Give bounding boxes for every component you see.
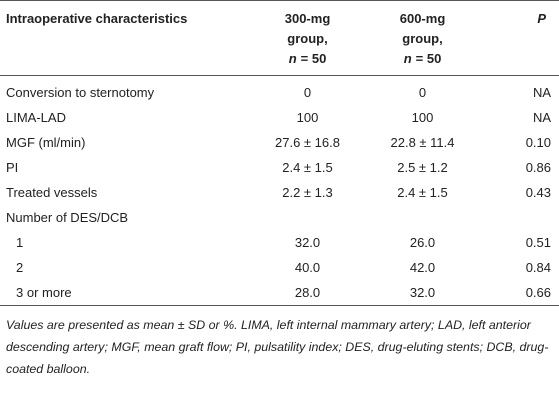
cell: 32.0 xyxy=(409,285,436,300)
table-row: Conversion to sternotomy 0 0 NA xyxy=(0,76,559,106)
table-row: LIMA-LAD 100 100 NA xyxy=(0,105,559,130)
header-text: group, xyxy=(287,31,328,46)
header-n: n xyxy=(288,51,297,66)
row-label: Treated vessels xyxy=(6,185,98,200)
header-text: 300-mg xyxy=(284,11,331,26)
cell: 100 xyxy=(411,110,434,125)
table-row: 3 or more 28.0 32.0 0.66 xyxy=(0,280,559,306)
table-row: MGF (ml/min) 27.6 ± 16.8 22.8 ± 11.4 0.10 xyxy=(0,130,559,155)
cell: 0.66 xyxy=(525,285,551,300)
row-label: PI xyxy=(6,160,19,175)
header-cell: 300-mg group, n = 50 xyxy=(255,1,360,76)
row-label: Number of DES/DCB xyxy=(6,210,129,225)
header-text: group, xyxy=(402,31,443,46)
cell: 2.2 ± 1.3 xyxy=(282,185,333,200)
header-cell: 600-mg group, n = 50 xyxy=(360,1,485,76)
table-row: Number of DES/DCB xyxy=(0,205,559,230)
row-label: LIMA-LAD xyxy=(6,110,66,125)
footnote: Values are presented as mean ± SD or %. … xyxy=(6,318,549,376)
row-label: 1 xyxy=(16,235,24,250)
cell: 0 xyxy=(418,85,427,100)
cell: 2.4 ± 1.5 xyxy=(282,160,333,175)
cell xyxy=(360,205,485,230)
cell: 28.0 xyxy=(294,285,321,300)
cell: 0.84 xyxy=(525,260,551,275)
header-row: Intraoperative characteristics 300-mg grou… xyxy=(0,0,559,76)
header-n: n xyxy=(403,51,412,66)
cell xyxy=(485,205,559,230)
row-label: MGF (ml/min) xyxy=(6,135,86,150)
table-body: Conversion to sternotomy 0 0 NA LIMA-LAD 100 1… xyxy=(0,76,559,306)
cell: 2.5 ± 1.2 xyxy=(397,160,448,175)
cell: 40.0 xyxy=(294,260,321,275)
cell: 42.0 xyxy=(409,260,436,275)
table-row: 2 40.0 42.0 0.84 xyxy=(0,255,559,280)
header-n-value: = 50 xyxy=(300,51,327,66)
cell xyxy=(255,205,360,230)
header-text: 600-mg xyxy=(399,11,446,26)
cell: 0.43 xyxy=(525,185,551,200)
cell: 0.86 xyxy=(525,160,551,175)
cell: 0 xyxy=(303,85,312,100)
cell: NA xyxy=(532,110,551,125)
cell: 2.4 ± 1.5 xyxy=(397,185,448,200)
header-n-line: n = 50 xyxy=(360,49,485,69)
row-label: 3 or more xyxy=(16,285,72,300)
table-header: Intraoperative characteristics 300-mg grou… xyxy=(0,0,559,76)
cell: NA xyxy=(532,85,551,100)
cell: 26.0 xyxy=(409,235,436,250)
cell: 22.8 ± 11.4 xyxy=(390,135,455,150)
table-row: Treated vessels 2.2 ± 1.3 2.4 ± 1.5 0.43 xyxy=(0,180,559,205)
header-text: Intraoperative characteristics xyxy=(6,11,188,26)
table: Intraoperative characteristics 300-mg grou… xyxy=(0,0,559,306)
cell: 0.10 xyxy=(525,135,551,150)
header-text: P xyxy=(537,11,546,26)
cell: 32.0 xyxy=(294,235,321,250)
row-label: Conversion to sternotomy xyxy=(6,85,155,100)
table-row: 1 32.0 26.0 0.51 xyxy=(0,230,559,255)
header-n-line: n = 50 xyxy=(255,49,360,69)
cell: 0.51 xyxy=(525,235,551,250)
header-cell: Intraoperative characteristics xyxy=(0,1,255,76)
cell: 100 xyxy=(296,110,319,125)
cell: 27.6 ± 16.8 xyxy=(275,135,340,150)
header-cell: P xyxy=(485,1,559,76)
table-row: PI 2.4 ± 1.5 2.5 ± 1.2 0.86 xyxy=(0,155,559,180)
row-label: 2 xyxy=(16,260,24,275)
header-n-value: = 50 xyxy=(415,51,442,66)
